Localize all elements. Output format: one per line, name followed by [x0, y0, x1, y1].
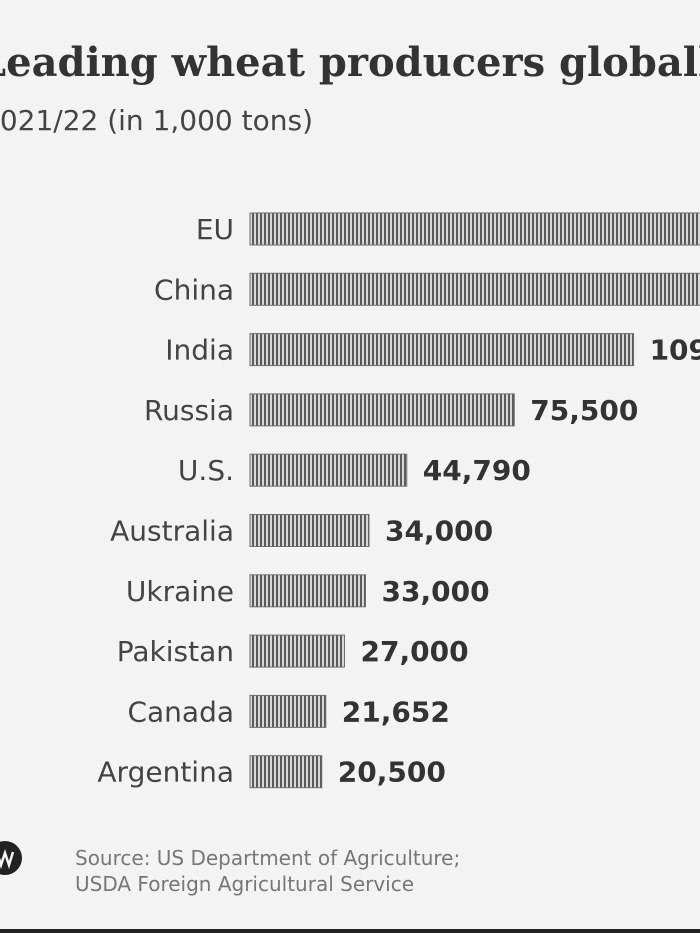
category-label: Australia [110, 515, 234, 548]
value-label: 44,790 [423, 454, 531, 487]
bottom-rule [0, 929, 700, 933]
chart-subtitle: 2021/22 (in 1,000 tons) [0, 104, 313, 137]
chart-title: Leading wheat producers globally [0, 39, 700, 86]
category-label: Pakistan [117, 635, 234, 668]
value-label: 27,000 [361, 635, 469, 668]
bar [249, 393, 515, 427]
bars: EU138,420China136,950India109,590Russia7… [97, 212, 700, 789]
source: Source: US Department of Agriculture; [75, 846, 460, 870]
value-label: 75,500 [530, 394, 638, 427]
value-label: 20,500 [338, 756, 446, 789]
bar [249, 453, 408, 487]
source: USDA Foreign Agricultural Service [75, 872, 414, 896]
category-label: Canada [127, 695, 234, 728]
bar [249, 272, 700, 306]
value-label: 33,000 [382, 575, 490, 608]
bar [249, 333, 635, 367]
bar [249, 755, 323, 789]
logo-mark [0, 849, 15, 870]
bar [249, 574, 366, 608]
category-label: U.S. [178, 454, 234, 487]
bar [249, 634, 345, 668]
category-label: Ukraine [126, 575, 234, 608]
category-label: Argentina [97, 756, 234, 789]
bar [249, 514, 370, 547]
value-label: 34,000 [385, 515, 493, 548]
bar [249, 212, 700, 246]
value-label: 21,652 [342, 695, 450, 728]
category-label: EU [196, 213, 234, 246]
category-label: Russia [144, 394, 234, 427]
value-label: 109,590 [650, 334, 700, 367]
bar [249, 694, 327, 728]
category-label: China [154, 273, 234, 306]
category-label: India [165, 334, 234, 367]
